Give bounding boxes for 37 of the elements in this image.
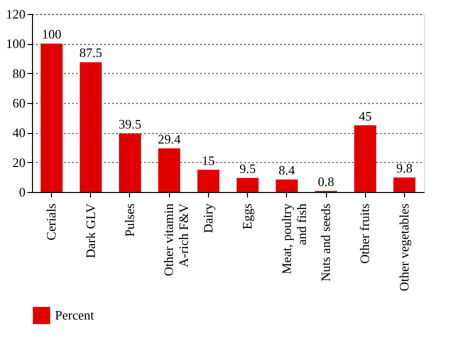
legend-label: Percent — [55, 308, 94, 322]
x-tick-label: Meat, poultry and fish — [278, 203, 309, 274]
bar — [80, 62, 102, 192]
x-tick-label: Eggs — [240, 204, 255, 230]
data-label: 9.5 — [239, 160, 256, 176]
y-tick-label: 80 — [12, 66, 26, 81]
bar — [393, 177, 416, 192]
bar — [40, 44, 63, 192]
y-tick-label: 40 — [12, 125, 26, 140]
bar — [197, 170, 220, 192]
x-tick-label: Nuts and seeds — [318, 204, 333, 282]
data-label: 87.5 — [79, 45, 102, 60]
data-label: 15 — [202, 152, 215, 168]
data-label: 8.4 — [278, 162, 296, 178]
x-tick-label: Other vitamin A-rich F&V — [161, 202, 192, 276]
data-label: 39.5 — [118, 116, 142, 132]
y-tick-label: 100 — [6, 36, 26, 52]
y-tick-label: 20 — [12, 154, 26, 170]
y-tick-label: 120 — [6, 6, 26, 22]
bar — [354, 125, 376, 192]
y-tick-label: 0 — [19, 184, 26, 200]
x-tick-label: Other vegetables — [396, 204, 412, 292]
bar — [119, 133, 141, 192]
y-tick-label: 60 — [12, 96, 26, 110]
x-tick-label: Dark GLV — [82, 202, 98, 258]
data-label: 29.4 — [158, 131, 182, 146]
x-tick-label: Dairy — [200, 203, 216, 234]
data-label: 9.8 — [396, 160, 413, 176]
x-tick-label: Other fruits — [357, 204, 372, 264]
x-tick-label: Cerials — [44, 204, 59, 240]
data-label: 100 — [42, 26, 62, 42]
data-label: 0.8 — [318, 174, 334, 189]
bar — [236, 178, 259, 192]
bar — [276, 180, 298, 192]
x-tick-label: Pulses — [122, 204, 137, 237]
bar — [158, 148, 180, 192]
data-label: 45 — [358, 108, 372, 124]
